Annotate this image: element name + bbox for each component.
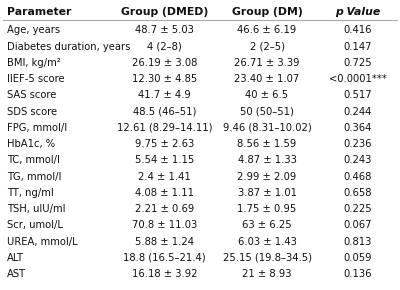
Text: 12.30 ± 4.85: 12.30 ± 4.85: [132, 74, 197, 84]
Text: 9.46 (8.31–10.02): 9.46 (8.31–10.02): [223, 123, 312, 133]
Text: FPG, mmol/l: FPG, mmol/l: [7, 123, 67, 133]
Text: Diabetes duration, years: Diabetes duration, years: [7, 42, 130, 52]
Text: 50 (50–51): 50 (50–51): [240, 107, 294, 117]
Text: 1.75 ± 0.95: 1.75 ± 0.95: [238, 204, 297, 214]
Text: 40 ± 6.5: 40 ± 6.5: [246, 90, 289, 100]
Text: 0.416: 0.416: [344, 26, 372, 35]
Text: 23.40 ± 1.07: 23.40 ± 1.07: [234, 74, 300, 84]
Text: 0.136: 0.136: [344, 269, 372, 279]
Text: AST: AST: [7, 269, 26, 279]
Text: 0.147: 0.147: [344, 42, 372, 52]
Text: Parameter: Parameter: [7, 7, 71, 17]
Text: HbA1c, %: HbA1c, %: [7, 139, 55, 149]
Text: TG, mmol/l: TG, mmol/l: [7, 172, 61, 182]
Text: 0.059: 0.059: [344, 253, 372, 263]
Text: 16.18 ± 3.92: 16.18 ± 3.92: [132, 269, 197, 279]
Text: 4.87 ± 1.33: 4.87 ± 1.33: [238, 155, 296, 165]
Text: 6.03 ± 1.43: 6.03 ± 1.43: [238, 237, 296, 247]
Text: 0.364: 0.364: [344, 123, 372, 133]
Text: UREA, mmol/L: UREA, mmol/L: [7, 237, 77, 247]
Text: 2.99 ± 2.09: 2.99 ± 2.09: [238, 172, 297, 182]
Text: 48.5 (46–51): 48.5 (46–51): [133, 107, 196, 117]
Text: 21 ± 8.93: 21 ± 8.93: [242, 269, 292, 279]
Text: 0.517: 0.517: [344, 90, 372, 100]
Text: p Value: p Value: [335, 7, 380, 17]
Text: 0.236: 0.236: [344, 139, 372, 149]
Text: TSH, uIU/ml: TSH, uIU/ml: [7, 204, 65, 214]
Text: 5.54 ± 1.15: 5.54 ± 1.15: [135, 155, 194, 165]
Text: 2.4 ± 1.41: 2.4 ± 1.41: [138, 172, 191, 182]
Text: ALT: ALT: [7, 253, 24, 263]
Text: <0.0001***: <0.0001***: [329, 74, 387, 84]
Text: 12.61 (8.29–14.11): 12.61 (8.29–14.11): [117, 123, 212, 133]
Text: 0.658: 0.658: [344, 188, 372, 198]
Text: Group (DMED): Group (DMED): [121, 7, 208, 17]
Text: 41.7 ± 4.9: 41.7 ± 4.9: [138, 90, 191, 100]
Text: 25.15 (19.8–34.5): 25.15 (19.8–34.5): [222, 253, 312, 263]
Text: 8.56 ± 1.59: 8.56 ± 1.59: [238, 139, 297, 149]
Text: 0.225: 0.225: [344, 204, 372, 214]
Text: TT, ng/ml: TT, ng/ml: [7, 188, 54, 198]
Text: 0.067: 0.067: [344, 220, 372, 231]
Text: 9.75 ± 2.63: 9.75 ± 2.63: [135, 139, 194, 149]
Text: 4.08 ± 1.11: 4.08 ± 1.11: [135, 188, 194, 198]
Text: 0.725: 0.725: [344, 58, 372, 68]
Text: 48.7 ± 5.03: 48.7 ± 5.03: [135, 26, 194, 35]
Text: SAS score: SAS score: [7, 90, 56, 100]
Text: 0.468: 0.468: [344, 172, 372, 182]
Text: 2.21 ± 0.69: 2.21 ± 0.69: [135, 204, 194, 214]
Text: TC, mmol/l: TC, mmol/l: [7, 155, 60, 165]
Text: 46.6 ± 6.19: 46.6 ± 6.19: [238, 26, 297, 35]
Text: 5.88 ± 1.24: 5.88 ± 1.24: [135, 237, 194, 247]
Text: SDS score: SDS score: [7, 107, 57, 117]
Text: Group (DM): Group (DM): [232, 7, 302, 17]
Text: 0.244: 0.244: [344, 107, 372, 117]
Text: 18.8 (16.5–21.4): 18.8 (16.5–21.4): [123, 253, 206, 263]
Text: 63 ± 6.25: 63 ± 6.25: [242, 220, 292, 231]
Text: BMI, kg/m²: BMI, kg/m²: [7, 58, 60, 68]
Text: 2 (2–5): 2 (2–5): [250, 42, 284, 52]
Text: 4 (2–8): 4 (2–8): [147, 42, 182, 52]
Text: Age, years: Age, years: [7, 26, 60, 35]
Text: 3.87 ± 1.01: 3.87 ± 1.01: [238, 188, 296, 198]
Text: IIEF-5 score: IIEF-5 score: [7, 74, 64, 84]
Text: 0.243: 0.243: [344, 155, 372, 165]
Text: 0.813: 0.813: [344, 237, 372, 247]
Text: 26.19 ± 3.08: 26.19 ± 3.08: [132, 58, 197, 68]
Text: 70.8 ± 11.03: 70.8 ± 11.03: [132, 220, 197, 231]
Text: Scr, umol/L: Scr, umol/L: [7, 220, 62, 231]
Text: 26.71 ± 3.39: 26.71 ± 3.39: [234, 58, 300, 68]
